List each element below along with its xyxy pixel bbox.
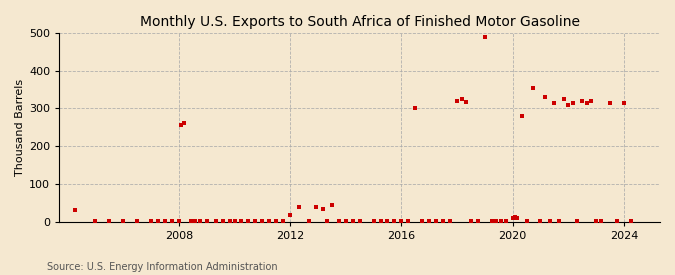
- Point: [479, 35, 490, 39]
- Point: [591, 218, 601, 223]
- Y-axis label: Thousand Barrels: Thousand Barrels: [15, 79, 25, 176]
- Point: [190, 218, 200, 223]
- Point: [521, 218, 532, 223]
- Point: [327, 202, 338, 207]
- Point: [340, 218, 351, 223]
- Point: [201, 218, 212, 223]
- Point: [178, 121, 189, 125]
- Point: [581, 101, 592, 105]
- Point: [507, 216, 518, 220]
- Point: [452, 99, 462, 103]
- Point: [396, 218, 407, 223]
- Point: [153, 218, 163, 223]
- Point: [549, 101, 560, 105]
- Point: [185, 218, 196, 223]
- Point: [403, 218, 414, 223]
- Point: [417, 218, 428, 223]
- Point: [322, 218, 333, 223]
- Point: [389, 218, 400, 223]
- Point: [626, 218, 637, 223]
- Point: [294, 204, 304, 209]
- Point: [535, 218, 546, 223]
- Point: [146, 218, 157, 223]
- Point: [586, 99, 597, 103]
- Point: [456, 97, 467, 101]
- Point: [118, 218, 129, 223]
- Point: [510, 215, 520, 219]
- Point: [466, 218, 477, 223]
- Point: [558, 97, 569, 101]
- Point: [431, 218, 441, 223]
- Point: [236, 218, 247, 223]
- Point: [257, 218, 268, 223]
- Point: [159, 218, 170, 223]
- Point: [554, 218, 564, 223]
- Point: [563, 103, 574, 107]
- Point: [173, 218, 184, 223]
- Point: [516, 114, 527, 118]
- Point: [375, 218, 386, 223]
- Point: [445, 218, 456, 223]
- Point: [487, 218, 497, 223]
- Point: [618, 101, 629, 105]
- Point: [70, 208, 80, 213]
- Point: [348, 218, 358, 223]
- Point: [512, 216, 522, 220]
- Point: [544, 218, 555, 223]
- Point: [410, 106, 421, 111]
- Point: [243, 218, 254, 223]
- Point: [491, 218, 502, 223]
- Point: [303, 218, 314, 223]
- Point: [568, 101, 578, 105]
- Point: [132, 218, 142, 223]
- Point: [382, 218, 393, 223]
- Point: [528, 86, 539, 90]
- Point: [368, 218, 379, 223]
- Title: Monthly U.S. Exports to South Africa of Finished Motor Gasoline: Monthly U.S. Exports to South Africa of …: [140, 15, 580, 29]
- Point: [437, 218, 448, 223]
- Point: [310, 204, 321, 209]
- Point: [317, 206, 328, 211]
- Point: [572, 218, 583, 223]
- Point: [605, 101, 616, 105]
- Point: [90, 218, 101, 223]
- Point: [250, 218, 261, 223]
- Point: [264, 218, 275, 223]
- Point: [495, 218, 506, 223]
- Point: [271, 218, 281, 223]
- Point: [217, 218, 228, 223]
- Point: [461, 100, 472, 104]
- Text: Source: U.S. Energy Information Administration: Source: U.S. Energy Information Administ…: [47, 262, 278, 272]
- Point: [612, 218, 622, 223]
- Point: [333, 218, 344, 223]
- Point: [354, 218, 365, 223]
- Point: [540, 95, 551, 99]
- Point: [211, 218, 221, 223]
- Point: [167, 218, 178, 223]
- Point: [229, 218, 240, 223]
- Point: [424, 218, 435, 223]
- Point: [104, 218, 115, 223]
- Point: [278, 218, 289, 223]
- Point: [176, 123, 186, 128]
- Point: [285, 213, 296, 217]
- Point: [194, 218, 205, 223]
- Point: [576, 99, 587, 103]
- Point: [224, 218, 235, 223]
- Point: [472, 218, 483, 223]
- Point: [595, 218, 606, 223]
- Point: [500, 218, 511, 223]
